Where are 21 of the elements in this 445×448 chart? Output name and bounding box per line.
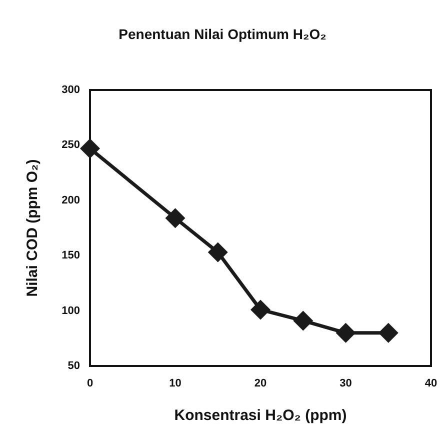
y-tick-label: 200: [62, 194, 80, 206]
x-tick-label: 30: [340, 378, 352, 390]
point: [293, 310, 314, 331]
x-tick-label: 0: [86, 378, 94, 390]
point: [208, 242, 228, 262]
x-tick-label: 10: [169, 378, 182, 390]
y-tick-label: 250: [62, 139, 80, 152]
y-axis-title: Nilai COD (ppm O₂): [24, 159, 41, 297]
x-axis-title: Konsentrasi H₂O₂ (ppm): [174, 407, 347, 424]
x-tick-label: 20: [254, 378, 267, 390]
point: [165, 208, 186, 228]
point: [336, 322, 356, 343]
y-tick-label: 150: [62, 250, 80, 262]
point: [80, 138, 100, 159]
point: [378, 322, 398, 343]
y-tick-label: 300: [62, 84, 80, 96]
y-tick-label: 100: [62, 304, 80, 317]
y-tick-label: 50: [68, 360, 80, 372]
chart-title: Penentuan Nilai Optimum H₂O₂: [118, 26, 326, 42]
x-tick-label: 40: [424, 378, 438, 390]
point: [250, 300, 270, 320]
